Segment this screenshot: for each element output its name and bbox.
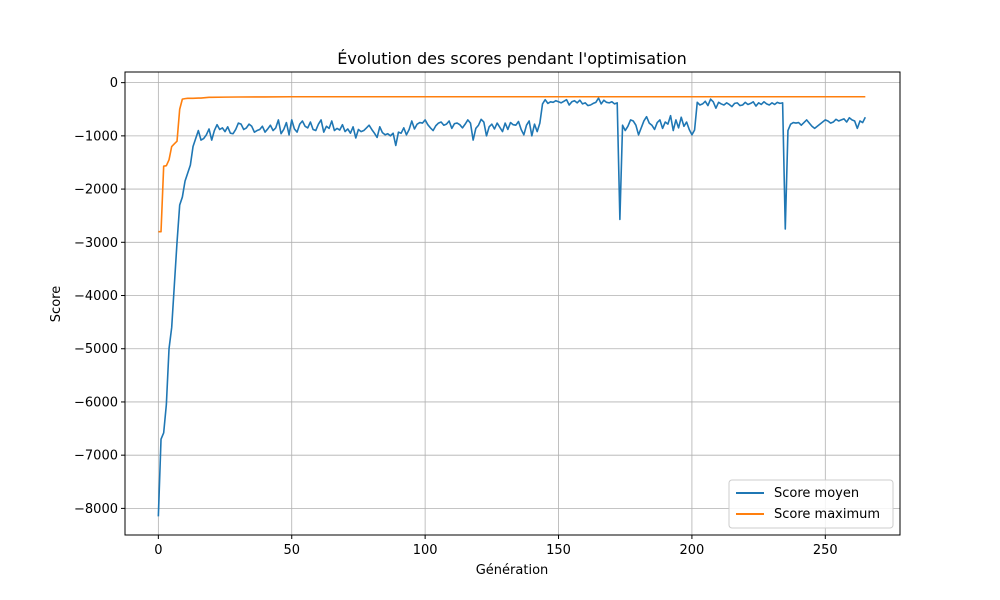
y-tick-label: −2000 [74, 183, 118, 198]
x-tick-label: 0 [154, 543, 162, 558]
x-tick-label: 100 [413, 543, 438, 558]
series-layer [157, 95, 867, 517]
series-line-score-maximum [158, 95, 866, 233]
plot-frame [124, 71, 901, 536]
legend-box [728, 479, 894, 529]
x-axis-label: Génération [476, 563, 549, 578]
grid [125, 72, 900, 535]
y-tick-label: −3000 [74, 236, 118, 251]
x-axis: 0 50 100 150 200 250 [154, 535, 838, 558]
y-axis-label: Score [49, 286, 64, 322]
x-tick-label: 200 [679, 543, 704, 558]
legend: Score moyen Score maximum [728, 479, 894, 529]
legend-label-score-moyen: Score moyen [774, 486, 859, 501]
y-tick-label: −7000 [74, 449, 118, 464]
chart-title: Évolution des scores pendant l'optimisat… [337, 49, 686, 68]
y-axis: 0 −1000 −2000 −3000 −4000 −5000 −6000 −7000 −800… [74, 76, 125, 517]
y-tick-label: 0 [110, 76, 118, 91]
x-tick-label: 50 [283, 543, 300, 558]
x-tick-label: 250 [813, 543, 838, 558]
y-tick-label: −1000 [74, 129, 118, 144]
y-tick-label: −6000 [74, 395, 118, 410]
y-tick-label: −4000 [74, 289, 118, 304]
legend-label-score-maximum: Score maximum [774, 507, 880, 522]
y-tick-label: −8000 [74, 502, 118, 517]
y-tick-label: −5000 [74, 342, 118, 357]
x-tick-label: 150 [546, 543, 571, 558]
series-line-score-moyen [157, 97, 867, 517]
